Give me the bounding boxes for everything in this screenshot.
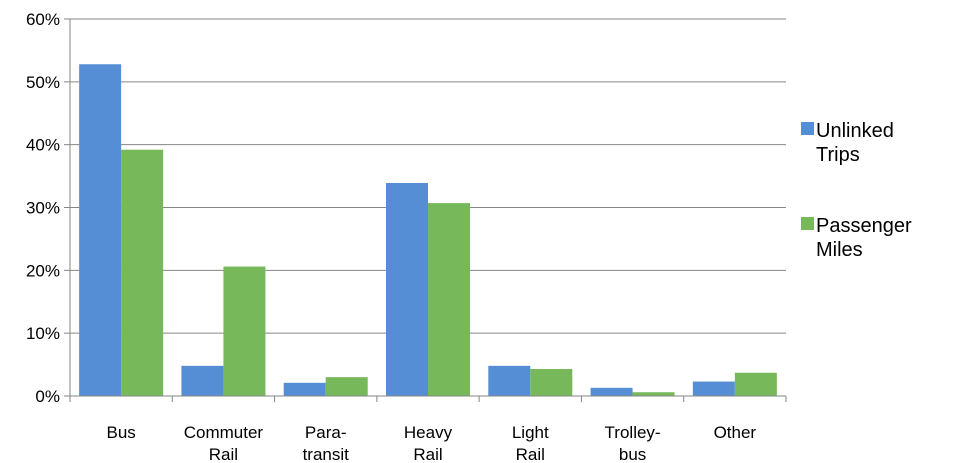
bar (386, 182, 428, 396)
bar (428, 203, 470, 396)
x-tick-label: Other (714, 423, 757, 442)
bar (488, 365, 531, 396)
bar (692, 381, 735, 396)
y-tick-label: 60% (26, 10, 60, 29)
x-tick-label: Commuter Rail (184, 423, 264, 463)
bar (632, 392, 675, 396)
y-tick-label: 20% (26, 261, 60, 280)
x-tick-label: Light Rail (512, 423, 549, 463)
bar (283, 382, 326, 396)
y-tick-label: 40% (26, 136, 60, 155)
x-tick-label: Trolley-bus (605, 423, 661, 463)
x-tick-label: Bus (106, 423, 135, 442)
x-tick-label: Para-transit (303, 423, 350, 463)
y-tick-label: 50% (26, 73, 60, 92)
bar (223, 266, 266, 396)
y-axis: 0% 10% 20% 30% 40% 50% 60% (26, 10, 71, 406)
y-tick-label: 10% (26, 324, 60, 343)
legend: Unlinked Trips Passenger Miles (801, 120, 912, 261)
x-tick-label: Heavy Rail (404, 423, 453, 463)
legend-label: Unlinked Trips (816, 120, 894, 166)
bar (121, 149, 164, 396)
y-tick-label: 0% (35, 387, 60, 406)
y-tick-label: 30% (26, 199, 60, 218)
bar (530, 368, 573, 396)
bar (79, 64, 122, 397)
legend-swatch (801, 122, 814, 135)
bar (734, 372, 777, 396)
legend-label: Passenger Miles (816, 215, 912, 261)
bars (79, 64, 777, 397)
bar (590, 387, 633, 396)
bar (181, 365, 224, 396)
legend-swatch (801, 217, 814, 230)
x-axis: Bus Commuter Rail Para-transit Heavy Rail Ligh… (64, 395, 787, 463)
bar (325, 377, 368, 396)
